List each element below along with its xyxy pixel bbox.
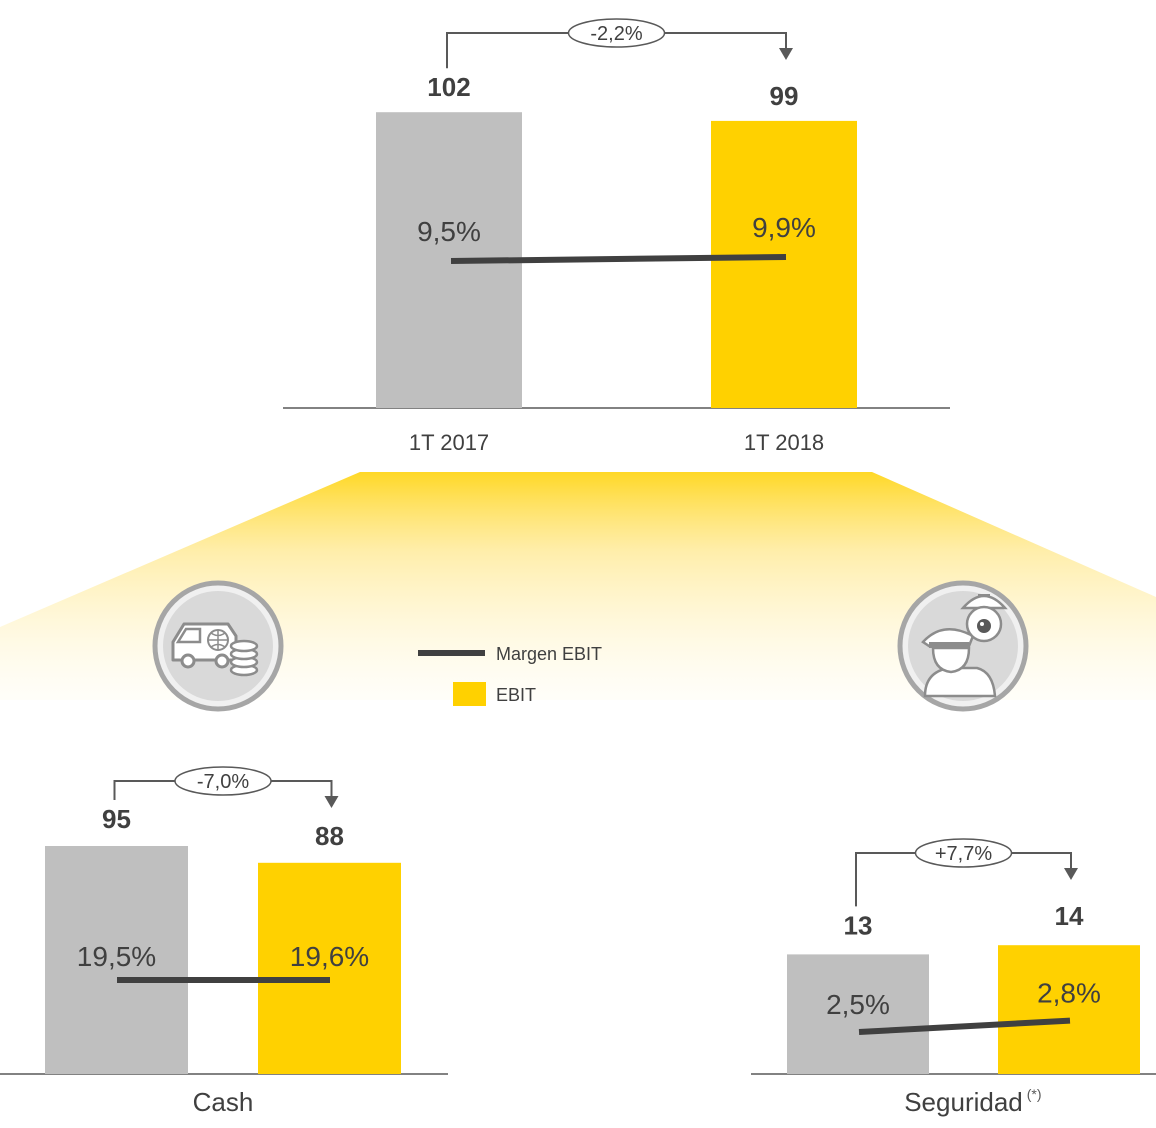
bar-prior [787, 954, 929, 1074]
bar-prior [45, 846, 188, 1074]
legend-bar-label: EBIT [496, 685, 536, 705]
x-tick-label: 1T 2017 [409, 430, 489, 455]
legend-line-label: Margen EBIT [496, 644, 602, 664]
bar-value-label: 88 [315, 821, 344, 851]
margin-label: 2,8% [1037, 978, 1101, 1009]
change-badge [567, 18, 666, 48]
bar-current [711, 120, 857, 409]
panel-title: Seguridad [904, 1087, 1023, 1117]
change-label: -7,0% [197, 771, 249, 793]
chart-seguridad: 13 14 2,5% 2,8% +7,7% Seguridad (*) [751, 838, 1156, 1117]
bar-value-label: 95 [102, 804, 131, 834]
panel-title: Cash [193, 1087, 254, 1117]
margin-label: 19,6% [290, 941, 369, 972]
chart-cash: 95 88 19,5% 19,6% -7,0% Cash [0, 766, 448, 1117]
cash-van-icon [152, 580, 284, 712]
bar-current [998, 945, 1140, 1074]
bar-value-label: 14 [1055, 901, 1084, 931]
change-arrowhead [324, 796, 339, 808]
change-label: +7,7% [935, 843, 992, 865]
change-arrowhead [779, 48, 793, 60]
margin-label: 2,5% [826, 989, 890, 1020]
bar-value-label: 102 [427, 72, 470, 102]
change-badge [914, 838, 1013, 868]
bar-value-label: 99 [770, 81, 799, 111]
change-label: -2,2% [590, 23, 642, 45]
change-badge [174, 766, 272, 796]
legend: Margen EBIT EBIT [418, 644, 602, 706]
bar-current [258, 862, 401, 1074]
margin-label: 19,5% [77, 941, 156, 972]
margin-line [450, 254, 787, 264]
bar-value-label: 13 [844, 910, 873, 940]
chart-total: 102 1T 2017 99 1T 2018 9,5% 9,9% -2,2% [283, 18, 950, 455]
panel-title-note: (*) [1027, 1086, 1042, 1102]
legend-bar-swatch [453, 682, 486, 706]
highlight-band [0, 472, 1156, 700]
margin-line [858, 1017, 1071, 1035]
change-arrowhead [1064, 868, 1078, 880]
security-guard-camera-icon [897, 580, 1029, 712]
margin-label: 9,9% [752, 212, 816, 243]
x-tick-label: 1T 2018 [744, 430, 824, 455]
margin-label: 9,5% [417, 216, 481, 247]
